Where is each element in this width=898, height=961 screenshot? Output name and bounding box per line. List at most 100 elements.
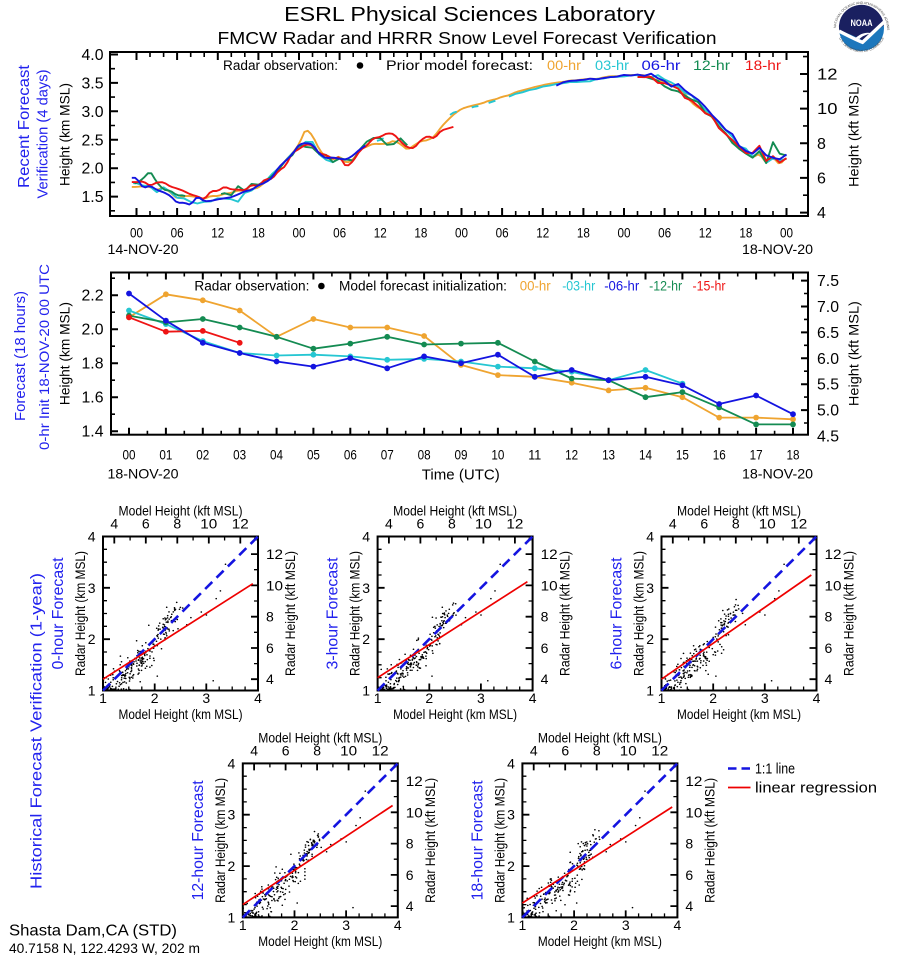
svg-text:Model forecast initialization:: Model forecast initialization:	[339, 279, 507, 294]
svg-text:4: 4	[825, 671, 833, 687]
svg-text:12: 12	[825, 546, 842, 562]
svg-text:Recent Forecast: Recent Forecast	[16, 64, 33, 188]
svg-text:4: 4	[110, 516, 118, 532]
svg-text:2.2: 2.2	[82, 288, 104, 305]
svg-text:17: 17	[750, 447, 763, 463]
svg-text:2: 2	[646, 631, 654, 647]
svg-text:4: 4	[530, 742, 538, 758]
svg-text:2: 2	[709, 690, 717, 706]
svg-text:18-NOV-20: 18-NOV-20	[742, 466, 813, 482]
svg-text:16: 16	[713, 447, 726, 463]
svg-text:10: 10	[406, 804, 423, 820]
svg-text:8: 8	[266, 609, 274, 625]
svg-text:00: 00	[293, 225, 306, 241]
svg-text:6: 6	[825, 640, 833, 656]
svg-text:6.0: 6.0	[817, 351, 839, 368]
svg-text:4: 4	[406, 898, 414, 914]
svg-text:1: 1	[507, 909, 515, 925]
svg-text:3: 3	[362, 580, 370, 596]
svg-text:Model Height (km MSL): Model Height (km MSL)	[258, 933, 382, 949]
svg-text:1: 1	[519, 917, 527, 933]
svg-text:Radar Height (km MSL): Radar Height (km MSL)	[347, 551, 363, 676]
svg-text:linear regression: linear regression	[755, 780, 877, 797]
svg-text:1.4: 1.4	[82, 424, 104, 441]
svg-text:4: 4	[541, 671, 549, 687]
svg-text:18: 18	[787, 447, 800, 463]
svg-text:15: 15	[676, 447, 689, 463]
svg-text:40.7158 N, 122.4293 W, 202 m: 40.7158 N, 122.4293 W, 202 m	[9, 941, 200, 956]
svg-text:00-hr: 00-hr	[547, 58, 582, 73]
svg-text:10: 10	[825, 577, 842, 593]
svg-text:1: 1	[88, 683, 96, 699]
svg-text:06: 06	[496, 225, 509, 241]
svg-text:Model Height (kft MSL): Model Height (kft MSL)	[258, 729, 382, 745]
svg-text:8: 8	[173, 516, 181, 532]
svg-text:4: 4	[674, 917, 682, 933]
svg-text:12-hr: 12-hr	[693, 58, 731, 73]
svg-text:2: 2	[151, 690, 159, 706]
svg-text:18: 18	[577, 225, 590, 241]
svg-text:10: 10	[620, 742, 637, 758]
svg-text:3.0: 3.0	[82, 104, 104, 121]
svg-text:3.5: 3.5	[82, 75, 104, 92]
svg-text:8: 8	[448, 516, 456, 532]
svg-text:Radar Height (kft MSL): Radar Height (kft MSL)	[701, 778, 717, 903]
svg-text:5.5: 5.5	[817, 377, 839, 394]
svg-text:10: 10	[817, 101, 838, 118]
svg-text:18-NOV-20: 18-NOV-20	[742, 241, 813, 257]
svg-text:14-NOV-20: 14-NOV-20	[108, 241, 179, 257]
svg-text:12: 12	[790, 516, 807, 532]
svg-text:0-hour Forecast: 0-hour Forecast	[50, 557, 67, 670]
svg-text:6: 6	[700, 516, 708, 532]
svg-text:7.5: 7.5	[817, 273, 839, 290]
svg-text:-12-hr: -12-hr	[649, 279, 682, 294]
svg-text:4: 4	[228, 755, 236, 771]
svg-text:00: 00	[123, 447, 136, 463]
svg-text:08: 08	[418, 447, 431, 463]
svg-text:06: 06	[333, 225, 346, 241]
svg-text:1: 1	[362, 683, 370, 699]
svg-text:12: 12	[685, 773, 702, 789]
svg-text:Model Height (km MSL): Model Height (km MSL)	[119, 706, 243, 722]
svg-text:ESRL Physical Sciences Laborat: ESRL Physical Sciences Laboratory	[284, 3, 656, 26]
svg-text:4: 4	[817, 205, 826, 222]
svg-text:05: 05	[307, 447, 320, 463]
svg-text:4: 4	[669, 516, 677, 532]
svg-text:07: 07	[381, 447, 394, 463]
svg-text:13: 13	[602, 447, 615, 463]
svg-text:2.0: 2.0	[82, 161, 104, 178]
svg-text:4: 4	[385, 516, 393, 532]
svg-text:Radar Height (km MSL): Radar Height (km MSL)	[631, 551, 647, 676]
svg-text:1.5: 1.5	[82, 189, 104, 206]
svg-text:1: 1	[228, 909, 236, 925]
svg-text:Model Height (kft MSL): Model Height (kft MSL)	[677, 503, 801, 519]
svg-text:Height (km MSL): Height (km MSL)	[58, 302, 73, 405]
svg-text:Height (kft MSL): Height (kft MSL)	[847, 301, 862, 406]
svg-text:12: 12	[651, 742, 668, 758]
svg-text:3: 3	[646, 580, 654, 596]
svg-text:6.5: 6.5	[817, 325, 839, 342]
svg-text:8: 8	[732, 516, 740, 532]
svg-text:Model Height (km MSL): Model Height (km MSL)	[538, 933, 662, 949]
svg-text:10: 10	[541, 577, 558, 593]
svg-text:01: 01	[159, 447, 172, 463]
svg-text:4: 4	[88, 529, 96, 545]
svg-text:4.0: 4.0	[82, 47, 104, 64]
svg-text:4: 4	[394, 917, 402, 933]
svg-text:6: 6	[417, 516, 425, 532]
svg-text:8: 8	[593, 742, 601, 758]
svg-text:7.0: 7.0	[817, 299, 839, 316]
svg-text:10: 10	[340, 742, 357, 758]
svg-text:Model Height (kft MSL): Model Height (kft MSL)	[119, 503, 243, 519]
svg-text:10: 10	[491, 447, 504, 463]
svg-text:18-hour Forecast: 18-hour Forecast	[469, 780, 486, 901]
svg-text:10: 10	[759, 516, 776, 532]
svg-text:11: 11	[528, 447, 541, 463]
svg-text:4: 4	[266, 671, 274, 687]
svg-text:2: 2	[362, 631, 370, 647]
svg-text:12: 12	[506, 516, 523, 532]
svg-text:4: 4	[250, 742, 258, 758]
svg-text:12: 12	[211, 225, 224, 241]
svg-text:Verification (4 days): Verification (4 days)	[35, 70, 52, 199]
svg-text:4: 4	[254, 690, 262, 706]
